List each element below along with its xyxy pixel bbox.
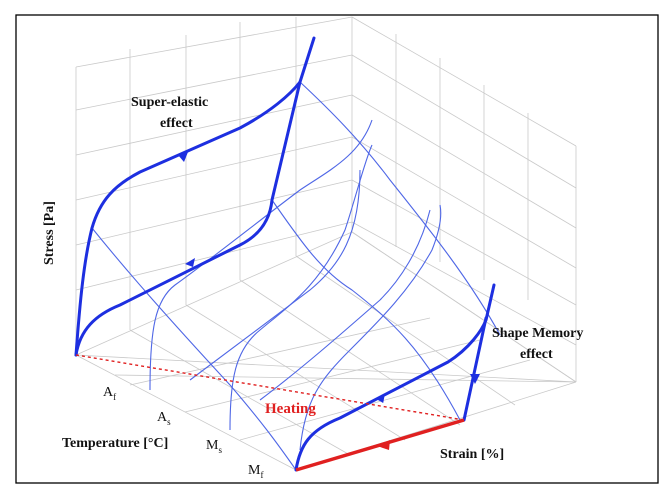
grid [75,16,577,471]
super-elastic-label-1: Super-elastic [131,95,208,110]
shape-memory-curve [294,283,496,472]
stress-axis-label: Stress [Pa] [42,201,57,265]
arrow-recovery [470,374,480,384]
shape-memory-label-1: Shape Memory [492,326,583,341]
tick-mf: Mf [248,463,263,480]
super-elastic-curve [74,36,316,357]
heating-label: Heating [265,401,316,417]
tick-af: Af [103,385,116,402]
temperature-axis-label: Temperature [°C] [62,436,168,451]
arrow-down-unloading [185,258,195,267]
arrow-loading [375,394,385,403]
arrow-up-loading [178,152,188,162]
thin-curves [91,81,501,471]
strain-axis-label: Strain [%] [440,447,504,462]
arrow-heating [377,440,390,450]
shape-memory-label-2: effect [520,347,553,362]
temperature-ticks: Af As Ms Mf [103,385,263,480]
figure-border [15,14,659,484]
super-elastic-label-2: effect [160,116,193,131]
tick-as: As [157,410,171,427]
tick-ms: Ms [206,438,222,455]
